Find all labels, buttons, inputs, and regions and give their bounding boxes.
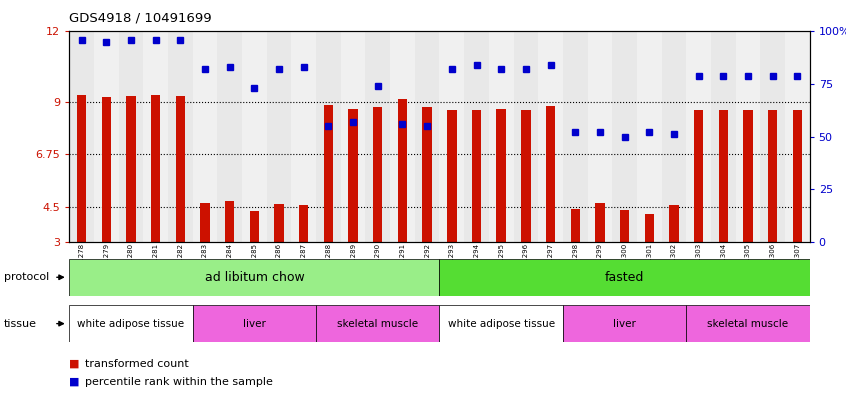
- Bar: [390, 31, 415, 242]
- Bar: [201, 203, 210, 242]
- Bar: [324, 105, 333, 242]
- Bar: [102, 97, 111, 242]
- Bar: [415, 31, 439, 242]
- Text: ad libitum chow: ad libitum chow: [205, 271, 305, 284]
- Bar: [637, 31, 662, 242]
- Bar: [168, 31, 193, 242]
- Bar: [497, 108, 506, 242]
- Text: ■: ■: [69, 377, 80, 387]
- Bar: [316, 31, 341, 242]
- Text: liver: liver: [243, 319, 266, 329]
- Bar: [440, 259, 810, 296]
- Bar: [472, 110, 481, 242]
- Bar: [126, 95, 135, 242]
- Bar: [768, 110, 777, 242]
- Bar: [613, 31, 637, 242]
- Text: percentile rank within the sample: percentile rank within the sample: [85, 377, 272, 387]
- Bar: [464, 31, 489, 242]
- Bar: [193, 305, 316, 342]
- Text: protocol: protocol: [4, 272, 49, 282]
- Bar: [118, 31, 143, 242]
- Text: skeletal muscle: skeletal muscle: [338, 319, 419, 329]
- Bar: [711, 31, 735, 242]
- Bar: [69, 305, 193, 342]
- Bar: [620, 210, 629, 242]
- Bar: [299, 206, 309, 242]
- Text: white adipose tissue: white adipose tissue: [78, 319, 184, 329]
- Text: GDS4918 / 10491699: GDS4918 / 10491699: [69, 12, 212, 25]
- Bar: [250, 211, 259, 242]
- Bar: [686, 305, 810, 342]
- Bar: [546, 106, 555, 242]
- Bar: [217, 31, 242, 242]
- Bar: [373, 107, 382, 242]
- Bar: [266, 31, 291, 242]
- Bar: [563, 305, 686, 342]
- Bar: [521, 110, 530, 242]
- Bar: [538, 31, 563, 242]
- Bar: [785, 31, 810, 242]
- Bar: [151, 94, 161, 242]
- Text: tissue: tissue: [4, 319, 37, 329]
- Bar: [341, 31, 365, 242]
- Bar: [274, 204, 283, 242]
- Bar: [439, 31, 464, 242]
- Bar: [440, 305, 563, 342]
- Bar: [718, 110, 728, 242]
- Bar: [422, 107, 431, 242]
- Bar: [448, 110, 457, 242]
- Bar: [514, 31, 538, 242]
- Bar: [793, 110, 802, 242]
- Bar: [193, 31, 217, 242]
- Text: liver: liver: [613, 319, 636, 329]
- Bar: [176, 95, 185, 242]
- Bar: [291, 31, 316, 242]
- Bar: [686, 31, 711, 242]
- Bar: [94, 31, 118, 242]
- Bar: [744, 110, 753, 242]
- Bar: [489, 31, 514, 242]
- Bar: [563, 31, 587, 242]
- Bar: [365, 31, 390, 242]
- Bar: [242, 31, 266, 242]
- Bar: [735, 31, 761, 242]
- Bar: [662, 31, 686, 242]
- Text: ■: ■: [69, 358, 80, 369]
- Bar: [69, 259, 440, 296]
- Bar: [69, 31, 94, 242]
- Text: transformed count: transformed count: [85, 358, 189, 369]
- Bar: [570, 209, 580, 242]
- Bar: [143, 31, 168, 242]
- Bar: [587, 31, 613, 242]
- Bar: [398, 99, 407, 242]
- Bar: [645, 214, 654, 242]
- Bar: [225, 201, 234, 242]
- Bar: [694, 110, 703, 242]
- Bar: [77, 94, 86, 242]
- Bar: [669, 206, 678, 242]
- Text: white adipose tissue: white adipose tissue: [448, 319, 555, 329]
- Bar: [596, 203, 605, 242]
- Bar: [349, 108, 358, 242]
- Bar: [316, 305, 440, 342]
- Text: skeletal muscle: skeletal muscle: [707, 319, 788, 329]
- Bar: [761, 31, 785, 242]
- Text: fasted: fasted: [605, 271, 645, 284]
